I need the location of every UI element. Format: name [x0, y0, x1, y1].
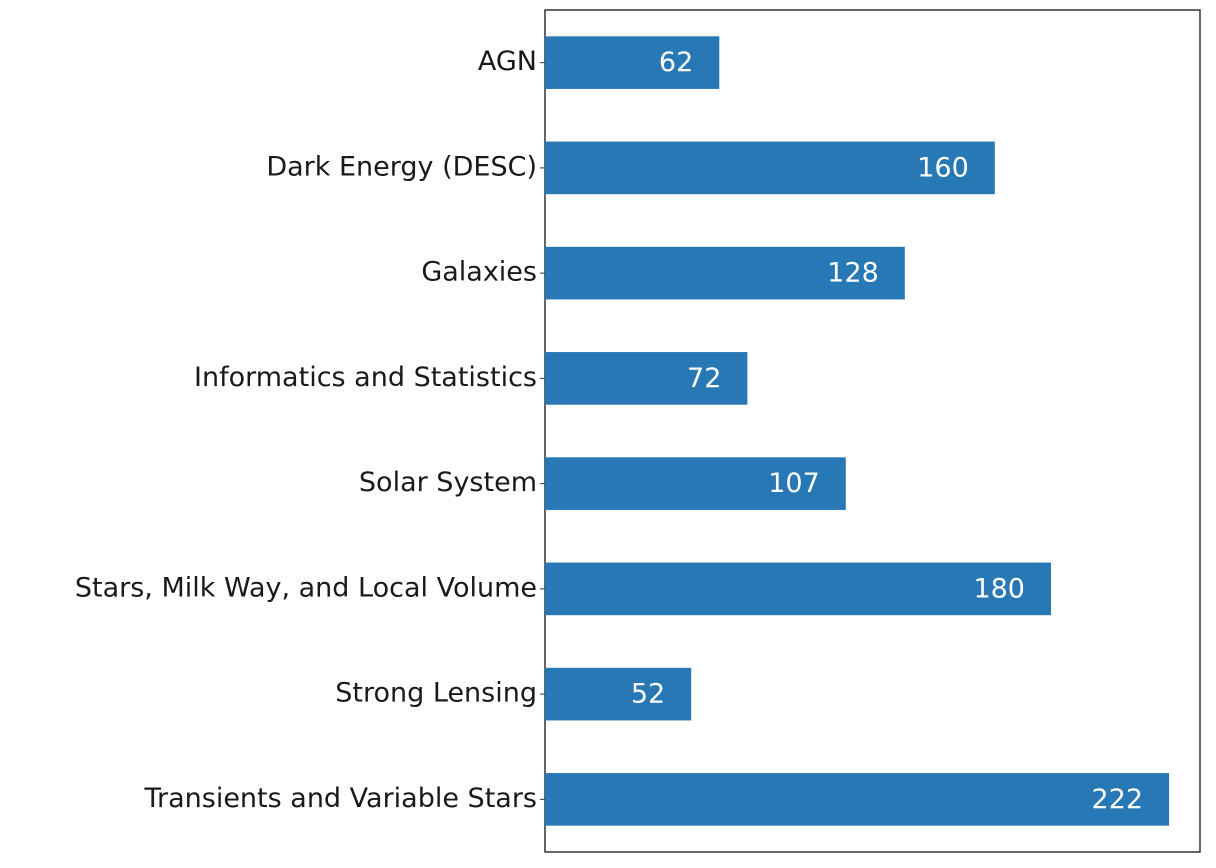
value-label: 52 — [631, 679, 665, 710]
value-label: 62 — [659, 47, 693, 78]
bar — [545, 36, 720, 89]
bar — [545, 246, 905, 300]
value-label: 107 — [768, 468, 820, 499]
bar — [545, 352, 748, 405]
bar — [545, 667, 692, 721]
bar — [545, 562, 1052, 616]
plot-frame — [544, 9, 1201, 853]
bar — [545, 773, 1170, 826]
y-tick-label: Solar System — [359, 467, 537, 498]
bar — [545, 141, 995, 195]
value-label: 128 — [827, 258, 879, 289]
value-label: 72 — [687, 363, 721, 394]
y-tick-label: Strong Lensing — [335, 678, 537, 709]
value-label: 160 — [917, 152, 969, 183]
value-label: 180 — [973, 573, 1025, 604]
y-tick-label: Stars, Milk Way, and Local Volume — [75, 572, 537, 603]
y-tick-label: AGN — [478, 46, 537, 77]
y-tick-label: Transients and Variable Stars — [143, 783, 537, 814]
value-label: 222 — [1092, 784, 1144, 815]
y-tick-label: Dark Energy (DESC) — [266, 151, 537, 182]
y-tick-label: Galaxies — [421, 257, 537, 288]
bar — [545, 457, 846, 510]
y-tick-label: Informatics and Statistics — [194, 362, 537, 393]
